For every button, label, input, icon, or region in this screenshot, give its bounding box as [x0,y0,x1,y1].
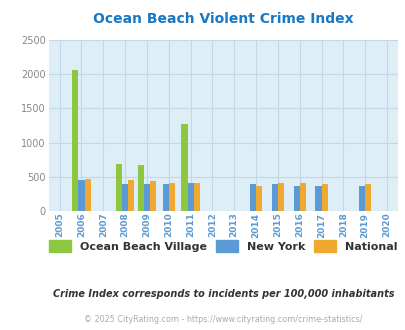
Text: Crime Index corresponds to incidents per 100,000 inhabitants: Crime Index corresponds to incidents per… [52,289,393,299]
Text: © 2025 CityRating.com - https://www.cityrating.com/crime-statistics/: © 2025 CityRating.com - https://www.city… [84,315,362,324]
Bar [162,184,168,211]
Bar [72,71,78,211]
Bar [249,184,256,211]
Bar [143,184,149,211]
Text: Ocean Beach Violent Crime Index: Ocean Beach Violent Crime Index [93,13,353,26]
Bar [149,181,156,211]
Bar [128,180,134,211]
Bar [358,186,364,211]
Bar [299,183,305,211]
Bar [271,184,277,211]
Bar [137,165,143,211]
Bar [256,186,262,211]
Legend: Ocean Beach Village, New York, National: Ocean Beach Village, New York, National [49,240,397,252]
Bar [84,179,90,211]
Bar [116,164,122,211]
Bar [364,184,370,211]
Bar [321,184,327,211]
Bar [168,183,175,211]
Bar [293,186,299,211]
Bar [187,183,193,211]
Bar [193,183,199,211]
Bar [122,184,128,211]
Bar [315,186,321,211]
Bar [181,124,187,211]
Bar [277,183,283,211]
Bar [78,180,84,211]
